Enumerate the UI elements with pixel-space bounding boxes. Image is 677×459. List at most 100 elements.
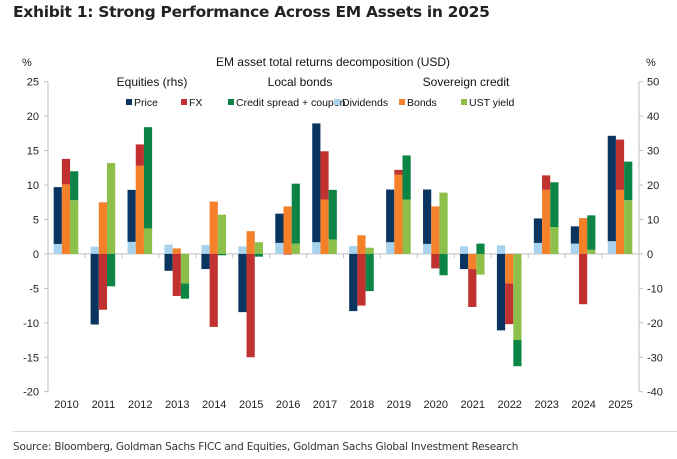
bar-2013-credit-spread-coupon [180, 283, 190, 299]
left-tick-label: 5 [33, 214, 39, 226]
bar-2021-bonds [468, 253, 477, 270]
bar-2017-dividends [312, 242, 321, 254]
left-tick-label: 0 [33, 249, 39, 261]
bar-2016-price [275, 213, 284, 243]
legend-label: UST yield [469, 97, 514, 109]
x-tick-label: 2015 [239, 399, 263, 411]
right-tick-label: 0 [647, 249, 653, 261]
bar-2011-fx [98, 253, 108, 310]
bar-2014-price [201, 253, 210, 270]
bar-2016-credit-spread-coupon [291, 183, 300, 244]
x-tick-label: 2025 [608, 399, 632, 411]
bar-2018-ust-yield [365, 247, 374, 254]
bar-2014-credit-spread-coupon [217, 253, 227, 256]
bar-2024-fx [578, 253, 588, 305]
bar-2019-ust-yield [402, 199, 411, 254]
x-tick-label: 2010 [54, 399, 78, 411]
x-tick-label: 2020 [424, 399, 448, 411]
bar-2019-dividends [386, 242, 395, 254]
year-group-2022 [496, 245, 522, 367]
bar-2015-price [238, 253, 247, 313]
bar-2022-credit-spread-coupon [513, 340, 522, 367]
group-label-sovereign-credit: Sovereign credit [423, 75, 510, 89]
legend-item-bonds: Bonds [399, 97, 437, 109]
legend-label: Bonds [407, 97, 437, 109]
bar-2012-price [127, 189, 136, 242]
bar-2015-bonds [246, 231, 255, 254]
bar-2020-ust-yield [439, 192, 448, 254]
bar-2018-fx [357, 253, 366, 306]
bar-2023-ust-yield [550, 227, 559, 254]
bar-2025-ust-yield [624, 200, 633, 254]
bar-2011-bonds [98, 202, 108, 254]
x-tick-label: 2014 [202, 399, 226, 411]
legend-item-credit-spread-coupon: Credit spread + coupon [228, 97, 346, 109]
bar-2024-price [570, 226, 579, 244]
bar-2010-dividends [53, 243, 62, 254]
left-tick-label: -5 [29, 283, 39, 295]
bar-2012-credit-spread-coupon [143, 127, 153, 229]
x-tick-label: 2021 [461, 399, 485, 411]
bar-2013-price [164, 253, 173, 271]
bar-2020-price [423, 189, 432, 244]
year-group-2017 [312, 123, 337, 254]
legend-item-ust-yield: UST yield [461, 97, 514, 109]
bar-2013-dividends [164, 244, 173, 254]
bar-2013-bonds [172, 248, 181, 254]
x-tick-label: 2012 [128, 399, 152, 411]
year-group-2019 [386, 155, 411, 254]
bar-2011-dividends [90, 246, 99, 254]
left-tick-label: 15 [27, 146, 39, 158]
bar-2019-fx [394, 169, 403, 175]
bar-2016-bonds [283, 206, 292, 254]
x-axis-labels: 2010 2011 2012 2013 2014 2015 2016 2017 2018 2019… [54, 253, 633, 411]
left-tick-label: 25 [27, 77, 39, 89]
footer-divider [13, 431, 677, 432]
bar-2023-dividends [533, 242, 543, 254]
exhibit-title: Exhibit 1: Strong Performance Across EM … [13, 3, 490, 21]
right-tick-label: -10 [647, 283, 663, 295]
bar-2025-fx [615, 139, 625, 190]
bar-2025-price [607, 135, 616, 242]
bar-2022-bonds [505, 253, 514, 284]
bar-2020-credit-spread-coupon [439, 253, 448, 276]
bar-2022-dividends [496, 245, 506, 254]
bar-2017-ust-yield [328, 239, 337, 254]
bar-2017-bonds [320, 199, 329, 254]
bar-2010-bonds [61, 184, 71, 254]
legend-item-dividends: Dividends [334, 97, 388, 109]
right-tick-label: 20 [647, 180, 659, 192]
bar-2015-ust-yield [254, 242, 263, 254]
bar-2010-ust-yield [70, 200, 79, 254]
left-tick-label: -20 [23, 387, 39, 399]
bar-2024-dividends [570, 243, 579, 254]
legend-swatch [334, 99, 340, 105]
bar-2022-ust-yield [513, 253, 522, 341]
bar-2018-bonds [357, 235, 366, 254]
x-tick-label: 2023 [534, 399, 558, 411]
x-tick-label: 2017 [313, 399, 337, 411]
bar-2013-ust-yield [180, 253, 190, 284]
x-tick-label: 2018 [350, 399, 374, 411]
year-group-2011 [90, 162, 116, 325]
year-group-2025 [607, 135, 633, 254]
year-group-2021 [459, 243, 485, 307]
bar-2010-fx [61, 158, 71, 185]
bar-2013-fx [172, 253, 181, 296]
bar-2025-dividends [607, 241, 616, 254]
bar-2022-price [496, 253, 506, 331]
year-group-2014 [201, 201, 227, 327]
year-group-2015 [238, 231, 263, 358]
bar-2018-dividends [349, 246, 358, 254]
bar-2012-fx [135, 144, 144, 166]
bar-2016-dividends [275, 242, 284, 254]
x-tick-label: 2019 [387, 399, 411, 411]
bar-2023-credit-spread-coupon [550, 182, 559, 228]
bar-2017-credit-spread-coupon [328, 189, 337, 240]
bar-2020-fx [431, 253, 440, 269]
legend-swatch [126, 99, 132, 105]
right-tick-label: -30 [647, 352, 663, 364]
bar-2017-price [312, 123, 321, 243]
chart-title: EM asset total returns decomposition (US… [216, 55, 450, 69]
year-group-2012 [127, 127, 153, 254]
